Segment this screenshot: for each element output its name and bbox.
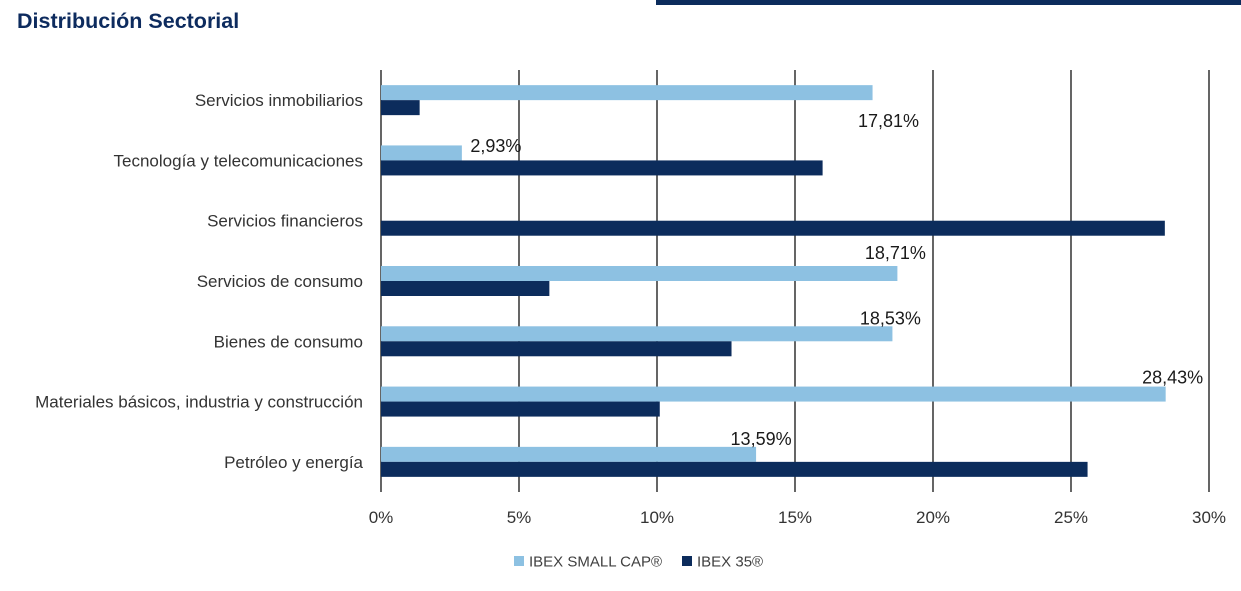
category-label: Servicios inmobiliarios — [195, 91, 363, 110]
bar-ibex-35 — [381, 461, 1088, 477]
category-label: Bienes de consumo — [214, 332, 363, 351]
legend-label-ibex-35: IBEX 35® — [697, 554, 763, 571]
category-label: Servicios de consumo — [197, 272, 363, 291]
legend-swatch-ibex-small-cap — [514, 556, 524, 566]
x-tick-label: 10% — [640, 508, 674, 527]
legend-swatch-ibex-35 — [682, 556, 692, 566]
category-labels: Servicios inmobiliarios Tecnología y tele… — [35, 91, 363, 472]
x-tick-label: 15% — [778, 508, 812, 527]
x-tick-label: 5% — [507, 508, 532, 527]
bar-ibex-small-cap — [381, 85, 873, 101]
bar-ibex-35 — [381, 341, 732, 357]
chart-title: Distribución Sectorial — [17, 9, 240, 33]
x-axis-tick-labels: 0% 5% 10% 15% 20% 25% 30% — [369, 508, 1226, 527]
legend-label-ibex-small-cap: IBEX SMALL CAP® — [529, 554, 662, 571]
bar-ibex-small-cap — [381, 145, 462, 161]
category-label: Materiales básicos, industria y construc… — [35, 393, 363, 412]
bar-ibex-35 — [381, 160, 823, 176]
category-label: Petróleo y energía — [224, 453, 363, 472]
bars — [381, 85, 1166, 477]
bar-ibex-small-cap — [381, 266, 898, 281]
gridlines — [380, 70, 1210, 492]
data-label: 17,81% — [858, 111, 919, 131]
data-label: 13,59% — [731, 429, 792, 449]
data-label: 18,53% — [860, 308, 921, 328]
top-accent-bar — [656, 0, 1241, 5]
x-tick-label: 0% — [369, 508, 394, 527]
bar-ibex-small-cap — [381, 446, 757, 462]
bar-ibex-35 — [381, 401, 660, 417]
data-label: 2,93% — [470, 136, 521, 156]
x-tick-label: 30% — [1192, 508, 1226, 527]
category-label: Servicios financieros — [207, 212, 363, 231]
bar-ibex-35 — [381, 281, 550, 296]
bar-ibex-small-cap — [381, 326, 893, 342]
x-tick-label: 20% — [916, 508, 950, 527]
bar-ibex-small-cap — [381, 386, 1166, 402]
x-tick-label: 25% — [1054, 508, 1088, 527]
bar-ibex-35 — [381, 100, 420, 116]
data-label: 18,71% — [865, 243, 926, 263]
data-labels: 17,81% 2,93% 18,71% 18,53% 28,43% 13,59% — [470, 111, 1203, 449]
legend: IBEX SMALL CAP® IBEX 35® — [514, 554, 763, 571]
bar-ibex-35 — [381, 220, 1165, 236]
data-label: 28,43% — [1142, 368, 1203, 388]
category-label: Tecnología y telecomunicaciones — [114, 151, 363, 170]
